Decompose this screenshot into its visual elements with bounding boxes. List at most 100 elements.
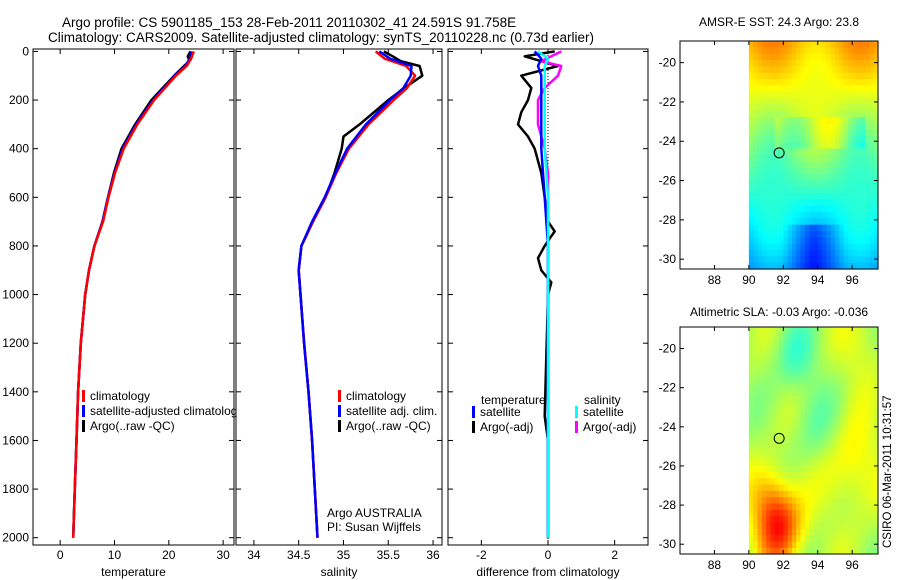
heatmap-cell bbox=[826, 459, 832, 467]
heatmap-cell bbox=[843, 205, 849, 213]
heatmap-cell bbox=[774, 547, 780, 555]
heatmap-cell bbox=[787, 174, 793, 181]
heatmap-cell bbox=[847, 224, 853, 232]
heatmap-cell bbox=[779, 490, 784, 498]
heatmap-cell bbox=[822, 98, 827, 105]
y-tick-label: -20 bbox=[659, 342, 677, 356]
heatmap-cell bbox=[822, 79, 827, 86]
heatmap-cell bbox=[822, 364, 827, 372]
heatmap-cell bbox=[843, 60, 849, 67]
heatmap-cell bbox=[847, 174, 853, 181]
heatmap-cell bbox=[800, 421, 806, 429]
heatmap-cell bbox=[852, 377, 858, 385]
heatmap-cell bbox=[839, 41, 845, 48]
heatmap-cell bbox=[804, 72, 810, 80]
heatmap-cell bbox=[766, 224, 771, 232]
heatmap-cell bbox=[757, 148, 763, 156]
heatmap-cell bbox=[753, 408, 759, 416]
y-tick-label: -24 bbox=[659, 134, 677, 148]
heatmap-cell bbox=[748, 478, 754, 486]
heatmap-cell bbox=[847, 117, 853, 124]
heatmap-cell bbox=[839, 415, 845, 423]
heatmap-cell bbox=[830, 402, 836, 410]
heatmap-cell bbox=[783, 396, 789, 404]
heatmap-cell bbox=[865, 142, 870, 150]
heatmap-cell bbox=[787, 91, 793, 99]
heatmap-cell bbox=[748, 174, 754, 181]
heatmap-cell bbox=[809, 358, 815, 366]
legend-label: Argo(-adj) bbox=[583, 420, 636, 434]
heatmap-cell bbox=[843, 41, 849, 48]
heatmap-cell bbox=[783, 123, 789, 131]
heatmap-cell bbox=[779, 408, 784, 416]
heatmap-cell bbox=[817, 402, 823, 410]
heatmap-cell bbox=[817, 117, 823, 124]
heatmap-cell bbox=[796, 396, 802, 404]
heatmap-cell bbox=[817, 503, 823, 511]
heatmap-cell bbox=[779, 205, 784, 213]
figure-title-line2: Climatology: CARS2009. Satellite-adjuste… bbox=[48, 30, 594, 45]
heatmap-cell bbox=[796, 237, 802, 245]
heatmap-cell bbox=[839, 174, 845, 181]
heatmap-cell bbox=[809, 352, 815, 360]
heatmap-cell bbox=[847, 199, 853, 207]
heatmap-cell bbox=[834, 161, 840, 169]
y-tick-label: -28 bbox=[659, 498, 677, 512]
heatmap-cell bbox=[822, 390, 827, 397]
heatmap-cell bbox=[809, 345, 815, 353]
heatmap-cell bbox=[804, 453, 810, 461]
heatmap-cell bbox=[813, 345, 819, 353]
heatmap-cell bbox=[856, 53, 862, 61]
heatmap-cell bbox=[770, 453, 776, 461]
heatmap-cell bbox=[865, 186, 870, 194]
heatmap-cell bbox=[865, 415, 870, 423]
heatmap-cell bbox=[796, 327, 802, 334]
heatmap-cell bbox=[791, 41, 797, 48]
heatmap-cell bbox=[809, 440, 815, 448]
heatmap-cell bbox=[774, 377, 780, 385]
heatmap-cell bbox=[813, 224, 819, 232]
heatmap-cell bbox=[787, 155, 793, 162]
heatmap-cell bbox=[873, 427, 879, 435]
heatmap-cell bbox=[847, 142, 853, 150]
heatmap-cell bbox=[843, 402, 849, 410]
heatmap-cell bbox=[852, 53, 858, 61]
heatmap-cell bbox=[809, 193, 815, 200]
heatmap-cell bbox=[787, 484, 793, 492]
heatmap-cell bbox=[856, 446, 862, 454]
heatmap-cell bbox=[817, 212, 823, 219]
heatmap-cell bbox=[873, 327, 879, 334]
heatmap-cell bbox=[791, 123, 797, 131]
heatmap-cell bbox=[817, 41, 823, 48]
annotation-text: Argo AUSTRALIA bbox=[327, 506, 422, 520]
heatmap-cell bbox=[783, 490, 789, 498]
heatmap-cell bbox=[826, 516, 832, 524]
heatmap-cell bbox=[873, 224, 879, 232]
heatmap-cell bbox=[873, 377, 879, 385]
heatmap-cell bbox=[834, 72, 840, 80]
heatmap-cell bbox=[817, 390, 823, 397]
heatmap-cell bbox=[804, 110, 810, 118]
heatmap-cell bbox=[779, 47, 784, 55]
heatmap-cell bbox=[865, 53, 870, 61]
heatmap-cell bbox=[813, 250, 819, 257]
heatmap-cell bbox=[800, 224, 806, 232]
profile-panel-frame bbox=[32, 48, 235, 546]
heatmap-cell bbox=[787, 371, 793, 379]
heatmap-cell bbox=[783, 427, 789, 435]
heatmap-cell bbox=[800, 535, 806, 542]
heatmap-cell bbox=[843, 85, 849, 93]
legend-swatch bbox=[472, 406, 475, 418]
heatmap-cell bbox=[826, 358, 832, 366]
heatmap-cell bbox=[830, 364, 836, 372]
heatmap-cell bbox=[809, 72, 815, 80]
heatmap-cell bbox=[826, 408, 832, 416]
heatmap-cell bbox=[847, 155, 853, 162]
heatmap-cell bbox=[800, 453, 806, 461]
heatmap-cell bbox=[869, 53, 875, 61]
heatmap-cell bbox=[860, 98, 866, 105]
x-tick-label: 94 bbox=[811, 558, 825, 572]
heatmap-cell bbox=[860, 136, 866, 143]
heatmap-cell bbox=[865, 383, 870, 391]
heatmap-cell bbox=[791, 459, 797, 467]
